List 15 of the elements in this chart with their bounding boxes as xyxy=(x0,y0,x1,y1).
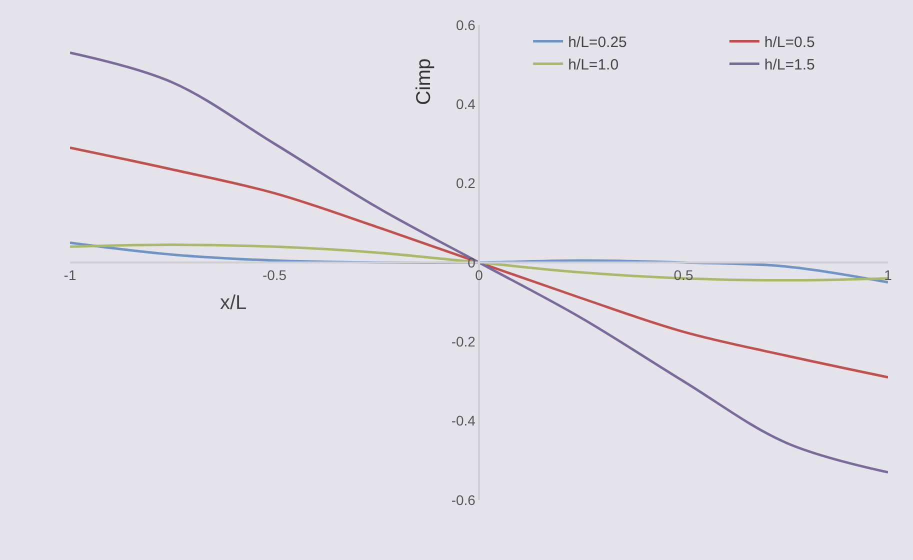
x-tick-label: -1 xyxy=(64,267,76,284)
x-tick-label: -0.5 xyxy=(262,267,287,284)
legend-label: h/L=1.5 xyxy=(764,56,815,74)
legend-label: h/L=1.0 xyxy=(568,56,619,74)
y-tick-label: -0.2 xyxy=(451,334,476,350)
legend-label: h/L=0.5 xyxy=(764,34,815,52)
y-tick-label: -0.6 xyxy=(451,492,476,508)
y-tick-label: 0.6 xyxy=(456,16,476,33)
y-tick-label: -0.4 xyxy=(451,412,476,429)
x-tick-label: 1 xyxy=(884,267,892,284)
legend-label: h/L=0.25 xyxy=(568,34,627,52)
x-axis-title: x/L xyxy=(220,292,247,314)
y-tick-label: 0.2 xyxy=(456,175,476,192)
y-tick-label: 0.4 xyxy=(456,96,476,112)
y-axis-title: Cimp xyxy=(413,58,435,105)
